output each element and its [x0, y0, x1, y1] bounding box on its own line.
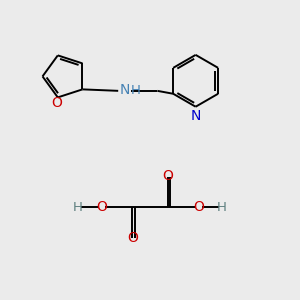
Text: N: N: [191, 109, 201, 123]
Text: H: H: [131, 84, 141, 97]
Text: O: O: [162, 169, 173, 184]
Text: O: O: [127, 231, 138, 245]
Text: N: N: [120, 83, 130, 97]
Text: O: O: [51, 96, 62, 110]
Text: O: O: [193, 200, 204, 214]
Text: H: H: [217, 201, 227, 214]
Text: O: O: [96, 200, 107, 214]
Text: H: H: [73, 201, 83, 214]
